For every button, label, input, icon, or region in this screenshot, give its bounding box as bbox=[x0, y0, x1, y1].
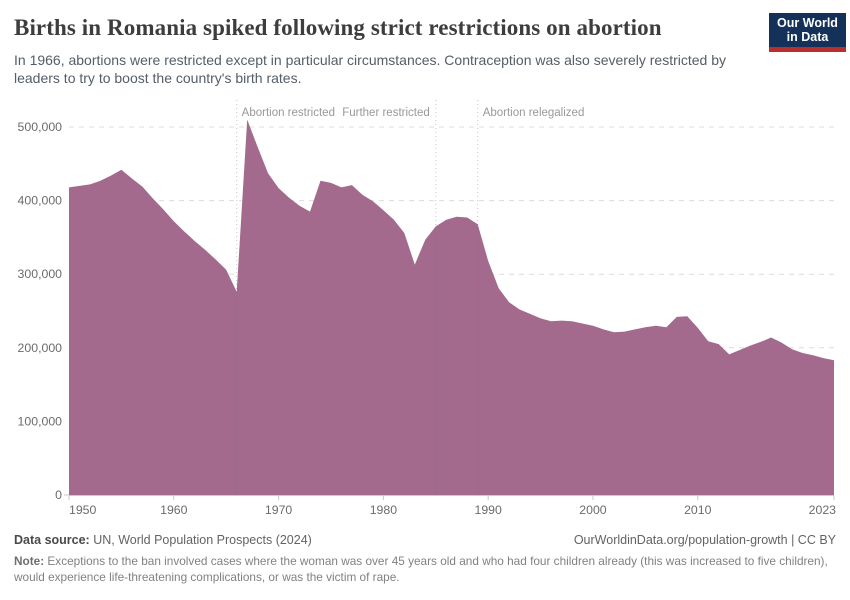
y-tick-label: 500,000 bbox=[18, 120, 63, 134]
y-tick-label: 300,000 bbox=[18, 267, 63, 281]
x-axis: 1950 1960 1970 1980 1990 2000 2010 2023 bbox=[68, 495, 837, 517]
x-tick-label: 2010 bbox=[684, 503, 712, 517]
owid-logo[interactable]: Our World in Data bbox=[769, 13, 846, 52]
x-tick-label: 1970 bbox=[265, 503, 293, 517]
x-tick-label: 1950 bbox=[69, 503, 97, 517]
x-tick-label: 1960 bbox=[160, 503, 188, 517]
births-area-chart: 0 100,000 200,000 300,000 400,000 500,000 1950… bbox=[18, 100, 837, 517]
owid-logo-line2: in Data bbox=[786, 30, 829, 44]
owid-logo-line1: Our World bbox=[777, 16, 838, 30]
y-tick-label: 0 bbox=[55, 488, 62, 502]
chart-subtitle: In 1966, abortions were restricted excep… bbox=[14, 52, 726, 86]
annotations: Abortion restricted Further restricted Abo… bbox=[236, 100, 585, 495]
page-title: Births in Romania spiked following stric… bbox=[14, 15, 662, 40]
owid-logo-red-bar bbox=[769, 47, 846, 52]
data-source-label: Data source: bbox=[14, 533, 90, 547]
data-source-line: Data source: UN, World Population Prospe… bbox=[14, 533, 312, 547]
annotation-label: Further restricted bbox=[342, 107, 430, 119]
area-series-births bbox=[69, 119, 834, 495]
annotation-label: Abortion restricted bbox=[242, 107, 335, 119]
footnote: Note: Exceptions to the ban involved cas… bbox=[14, 554, 828, 585]
annotation-label: Abortion relegalized bbox=[483, 107, 585, 119]
owid-url-link[interactable]: OurWorldinData.org/population-growth | C… bbox=[573, 533, 836, 547]
owid-logo-box: Our World in Data bbox=[769, 13, 846, 47]
x-tick-label: 2023 bbox=[809, 503, 837, 517]
x-tick-label: 1980 bbox=[370, 503, 398, 517]
y-tick-label: 200,000 bbox=[18, 341, 63, 355]
x-tick-label: 1990 bbox=[474, 503, 502, 517]
data-source-text: UN, World Population Prospects (2024) bbox=[89, 533, 312, 547]
y-tick-label: 100,000 bbox=[18, 414, 63, 428]
footnote-text: Exceptions to the ban involved cases whe… bbox=[14, 554, 828, 584]
y-tick-label: 400,000 bbox=[18, 194, 63, 208]
x-tick-label: 2000 bbox=[579, 503, 607, 517]
footnote-label: Note: bbox=[14, 554, 45, 568]
